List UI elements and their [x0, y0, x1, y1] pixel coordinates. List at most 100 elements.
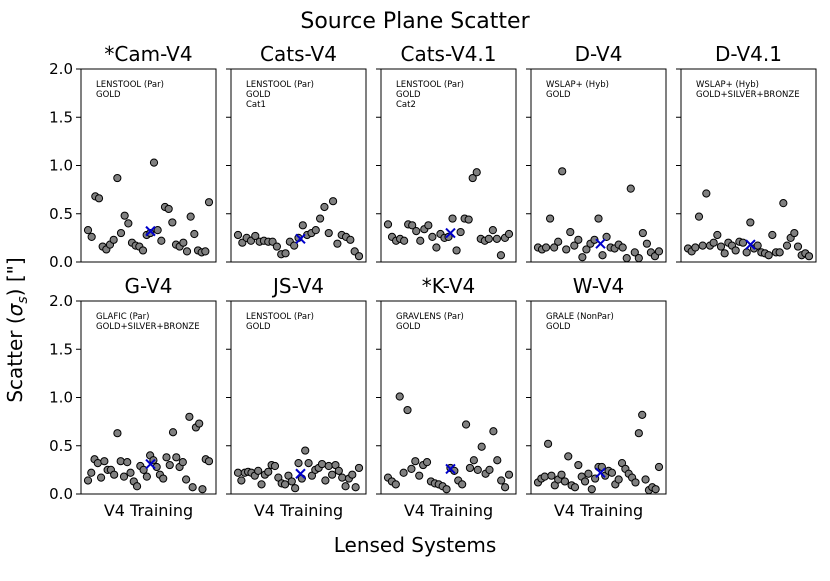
- data-point: [354, 463, 364, 473]
- mean-marker: [445, 463, 456, 475]
- data-point: [626, 184, 635, 193]
- panel-title: D-V4.1: [715, 42, 782, 66]
- data-point: [172, 453, 181, 462]
- data-point: [493, 456, 502, 465]
- data-point: [461, 420, 471, 429]
- data-point: [126, 468, 135, 477]
- data-point: [186, 212, 195, 221]
- mean-marker: [445, 227, 456, 239]
- data-point: [779, 199, 788, 208]
- data-point: [179, 238, 188, 247]
- data-point: [768, 230, 777, 240]
- panel-annotation-line: LENSTOOL (Par): [246, 312, 314, 322]
- data-point: [94, 194, 104, 203]
- data-point: [630, 248, 639, 257]
- data-point: [564, 452, 573, 461]
- data-point: [204, 457, 214, 466]
- data-point: [504, 229, 514, 239]
- data-point: [201, 247, 210, 256]
- x-tick-label: V4 Training: [554, 501, 643, 520]
- data-point: [304, 459, 313, 468]
- data-point: [123, 458, 132, 467]
- data-point: [582, 245, 591, 254]
- data-point: [400, 236, 409, 245]
- data-point: [580, 477, 590, 486]
- data-point: [484, 234, 493, 243]
- data-point: [346, 235, 355, 244]
- data-point: [280, 480, 290, 489]
- data-point: [333, 239, 342, 248]
- data-point: [464, 215, 473, 224]
- data-point: [113, 429, 122, 438]
- panel-annotation-line: LENSTOOL (Par): [396, 80, 464, 90]
- panel-4: D-V4.1 WSLAP+ (Hyb)GOLD+SILVER+BRONZE: [676, 42, 817, 263]
- data-point: [298, 221, 307, 230]
- data-point: [485, 465, 494, 474]
- data-point: [301, 446, 310, 455]
- data-point: [550, 243, 559, 252]
- data-point: [496, 251, 506, 260]
- panel-annotation-line: GOLD+SILVER+BRONZE: [696, 90, 800, 100]
- data-point: [324, 228, 333, 238]
- data-point: [698, 241, 707, 250]
- mean-marker-stroke-b: [445, 227, 456, 239]
- data-point: [634, 429, 643, 438]
- data-point: [790, 228, 799, 238]
- data-point: [233, 468, 243, 477]
- data-point: [412, 227, 421, 236]
- data-point: [448, 214, 457, 223]
- data-point: [557, 470, 566, 479]
- data-point: [578, 253, 587, 262]
- data-point: [497, 476, 506, 485]
- y-tick-label: 2.0: [49, 292, 73, 310]
- mean-marker-stroke-b: [145, 458, 156, 470]
- data-point: [634, 254, 643, 263]
- data-point: [590, 235, 599, 244]
- y-tick-label: 0.0: [49, 253, 73, 271]
- mean-marker: [745, 239, 756, 250]
- data-point: [182, 475, 191, 484]
- panel-title: *Cam-V4: [104, 42, 192, 66]
- panel-6: JS-V4 LENSTOOL (Par)GOLD V4 Training: [226, 274, 367, 520]
- data-point: [560, 477, 569, 486]
- y-axis-label-sub: s: [15, 296, 31, 303]
- data-point: [354, 252, 364, 261]
- data-point: [432, 243, 441, 252]
- data-point: [254, 466, 263, 475]
- data-point: [746, 218, 755, 227]
- data-point: [341, 482, 350, 491]
- data-point: [709, 238, 718, 247]
- data-point: [190, 229, 199, 239]
- data-point: [764, 251, 773, 260]
- data-point: [775, 248, 784, 257]
- data-point: [87, 468, 96, 477]
- data-point: [328, 470, 337, 479]
- data-point: [320, 202, 329, 212]
- data-point: [469, 456, 478, 465]
- panel-title: JS-V4: [271, 274, 324, 298]
- data-point: [472, 168, 481, 177]
- data-point: [543, 439, 553, 448]
- data-point: [566, 227, 575, 237]
- data-point: [291, 484, 300, 493]
- data-point: [558, 167, 567, 176]
- data-point: [793, 242, 803, 251]
- data-point: [607, 468, 617, 477]
- data-point: [408, 221, 417, 230]
- data-point: [328, 197, 338, 206]
- data-point: [119, 472, 129, 481]
- mean-marker-stroke-b: [295, 468, 306, 479]
- mean-marker-stroke-b: [595, 467, 606, 478]
- data-point: [195, 419, 204, 428]
- panel-annotation-line: Cat1: [246, 100, 266, 110]
- mean-marker: [295, 233, 306, 245]
- data-point: [407, 464, 416, 474]
- data-point: [473, 465, 482, 474]
- data-point: [139, 465, 148, 474]
- data-point: [742, 248, 751, 257]
- y-axis-label-sigma: σ: [3, 302, 27, 316]
- data-point: [468, 173, 477, 183]
- data-point: [654, 462, 664, 472]
- data-point: [233, 230, 243, 240]
- panel-annotation-line: GOLD+SILVER+BRONZE: [96, 322, 200, 332]
